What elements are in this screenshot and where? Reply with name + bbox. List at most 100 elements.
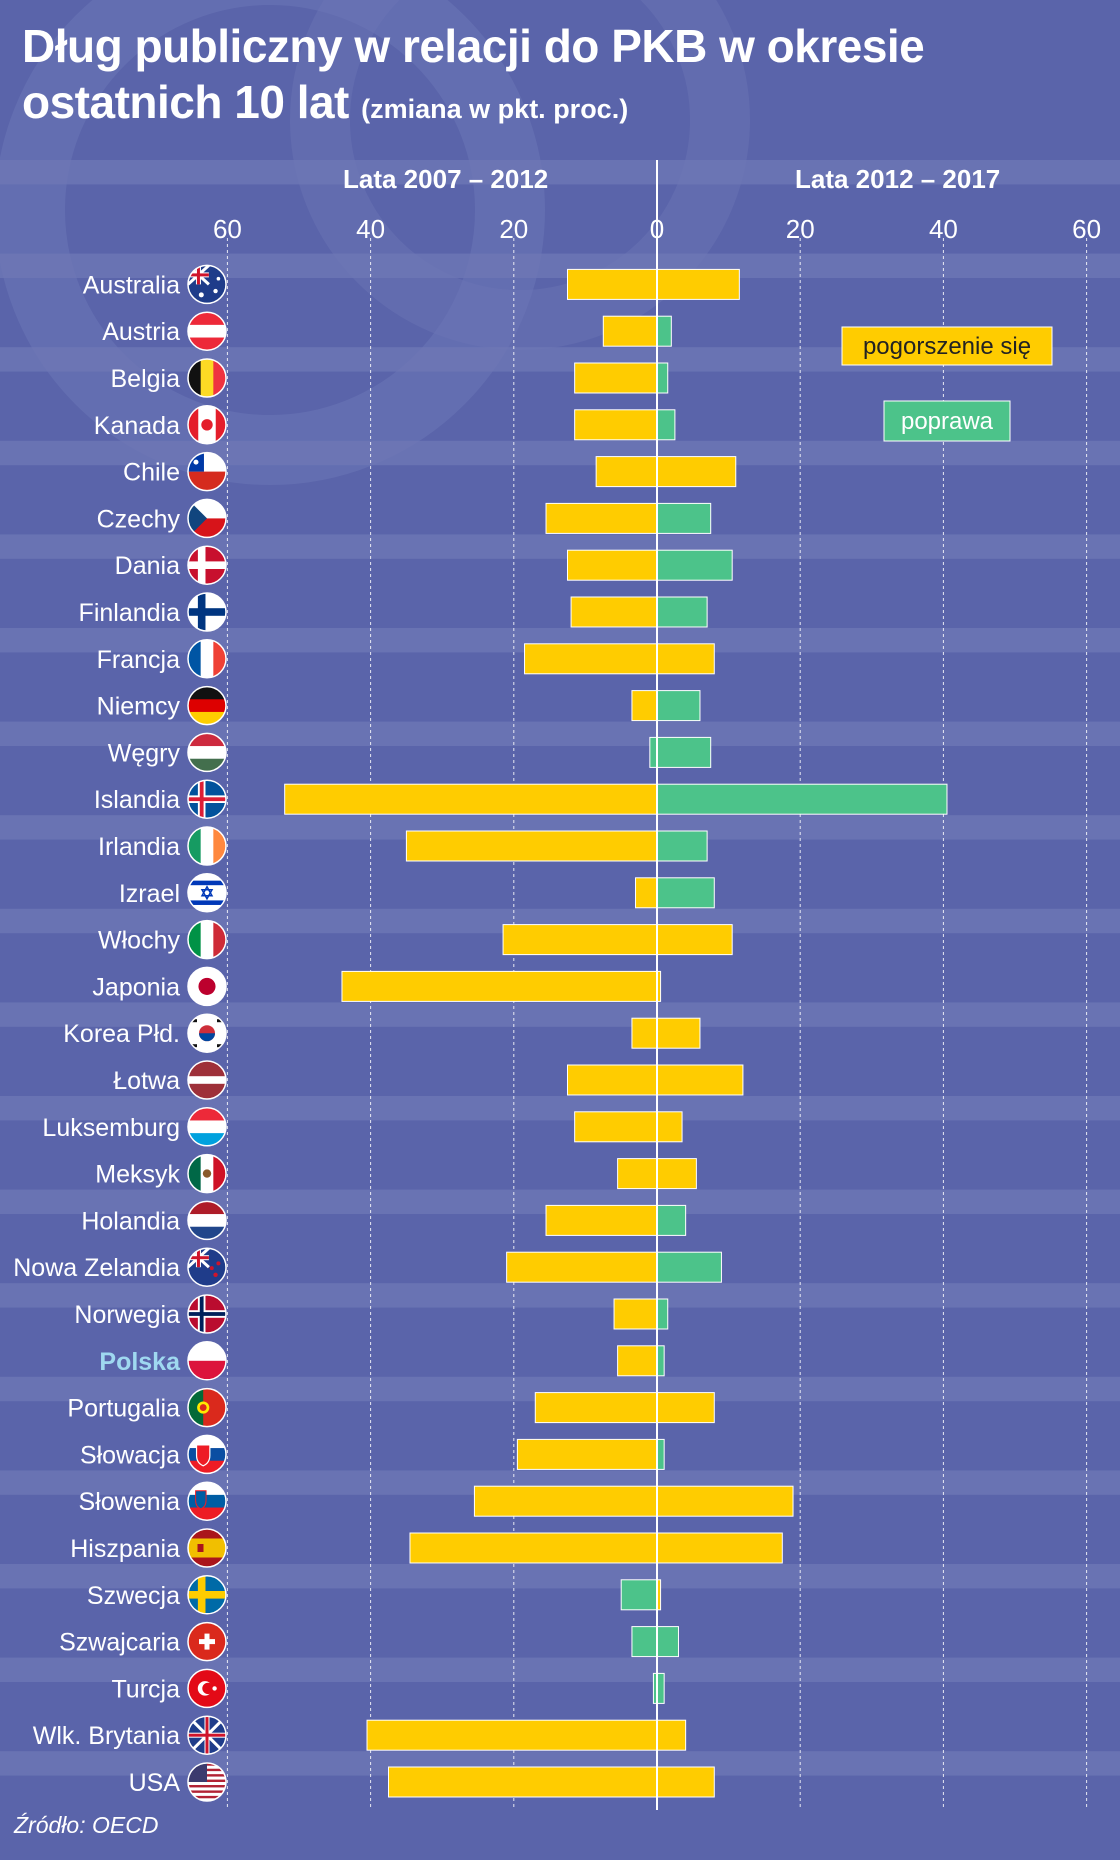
bar-2012-2017 — [656, 1017, 701, 1049]
bar-2012-2017 — [656, 924, 733, 956]
italy-flag — [187, 919, 227, 960]
bar-2012-2017 — [656, 268, 740, 300]
category-label: Słowacja — [80, 1441, 180, 1469]
flag-fill — [188, 405, 226, 444]
flag-part — [188, 1795, 226, 1799]
background-stripe — [0, 1283, 1120, 1308]
flag-fill — [188, 1061, 226, 1099]
bar-2012-2017 — [656, 783, 948, 815]
flag-part — [188, 873, 226, 912]
bar-2007-2012 — [631, 1626, 658, 1658]
category-label: Francja — [97, 646, 180, 674]
title-subtitle: (zmiana w pkt. proc.) — [361, 94, 629, 124]
bar-2007-2012 — [341, 970, 658, 1002]
category-label: Wlk. Brytania — [33, 1722, 180, 1750]
category-label: Szwajcaria — [59, 1629, 180, 1657]
netherlands-flag — [187, 1200, 227, 1241]
latvia-flag — [187, 1060, 227, 1100]
bar-2007-2012 — [631, 1017, 658, 1049]
category-label: Portugalia — [67, 1395, 180, 1423]
bar-2012-2017 — [656, 315, 672, 347]
category-label: Irlandia — [98, 833, 180, 861]
flag-part — [202, 1169, 212, 1178]
flag-part — [188, 1388, 204, 1427]
flag-part — [188, 1591, 226, 1599]
flag-fill — [188, 1014, 226, 1053]
flag-part — [188, 1798, 226, 1801]
flag-part — [188, 471, 226, 491]
flag-border — [187, 358, 227, 398]
flag-part — [188, 608, 226, 616]
flag-part — [216, 1261, 221, 1266]
chart-title: Dług publiczny w relacji do PKB w okresi… — [22, 18, 925, 137]
legend-worse-label: pogorszenie się — [863, 333, 1031, 360]
bar-2007-2012 — [366, 1719, 658, 1751]
flag-border — [187, 639, 227, 679]
x-tick-label: 20 — [786, 214, 815, 244]
flag-fill — [188, 593, 226, 631]
flag-fill — [188, 780, 226, 819]
flag-border — [187, 1762, 227, 1802]
flag-part — [188, 1214, 226, 1228]
category-label: USA — [129, 1769, 181, 1797]
bar-2007-2012 — [631, 690, 658, 722]
x-tick-label: 60 — [1072, 214, 1101, 244]
uk-flag — [187, 1715, 227, 1755]
flag-border — [187, 1434, 227, 1475]
legend-better-swatch — [883, 400, 1011, 442]
flag-fill — [188, 1622, 226, 1661]
flag-border — [187, 1387, 227, 1428]
flag-part — [217, 1044, 223, 1048]
flag-part — [196, 1248, 200, 1268]
flag-part — [188, 324, 226, 339]
bar-2007-2012 — [635, 877, 658, 909]
flag-part — [191, 1044, 197, 1048]
flag-fill — [188, 1388, 226, 1427]
flag-part — [188, 880, 226, 886]
title-line-1: Dług publiczny w relacji do PKB w okresi… — [22, 20, 925, 72]
ireland-flag — [187, 826, 227, 866]
bar-2012-2017 — [656, 1719, 687, 1751]
bar-2007-2012 — [574, 1111, 658, 1143]
flag-part — [199, 1639, 215, 1645]
slovakia-flag — [187, 1434, 227, 1475]
flag-part — [188, 1792, 226, 1796]
bar-2012-2017 — [656, 1345, 665, 1377]
title-line-2: ostatnich 10 lat — [22, 76, 349, 128]
flag-part — [200, 639, 214, 678]
flag-part — [198, 977, 216, 995]
flag-border — [187, 685, 227, 726]
category-label: Izrael — [119, 880, 180, 908]
flag-border — [187, 1153, 227, 1194]
decorative-circle — [290, 0, 750, 350]
background-stripe — [0, 440, 1120, 466]
background-stripe — [0, 160, 1120, 185]
flag-part — [199, 1404, 207, 1412]
flag-part — [200, 827, 214, 865]
category-label: Dania — [115, 552, 180, 580]
flag-fill — [188, 265, 226, 304]
legend-worse-swatch — [841, 326, 1053, 366]
denmark-flag — [187, 545, 227, 585]
category-label: Hiszpania — [70, 1535, 180, 1563]
bar-2007-2012 — [595, 456, 658, 488]
category-label: Australia — [83, 271, 180, 299]
flag-part — [188, 686, 226, 700]
flag-border — [187, 545, 227, 585]
bar-2012-2017 — [656, 362, 669, 394]
bar-2012-2017 — [656, 690, 701, 722]
flag-part — [188, 1076, 226, 1084]
bar-2007-2012 — [574, 362, 658, 394]
flag-border — [187, 1621, 227, 1662]
flag-part — [205, 1716, 209, 1755]
category-label: Islandia — [94, 786, 180, 814]
flag-border — [187, 873, 227, 913]
bar-2012-2017 — [656, 736, 712, 768]
background-stripe — [0, 1002, 1120, 1027]
bar-2012-2017 — [656, 1626, 679, 1658]
flag-fill — [188, 1341, 226, 1380]
france-flag — [187, 639, 227, 679]
flag-part — [188, 1538, 226, 1558]
flag-part — [188, 900, 226, 905]
